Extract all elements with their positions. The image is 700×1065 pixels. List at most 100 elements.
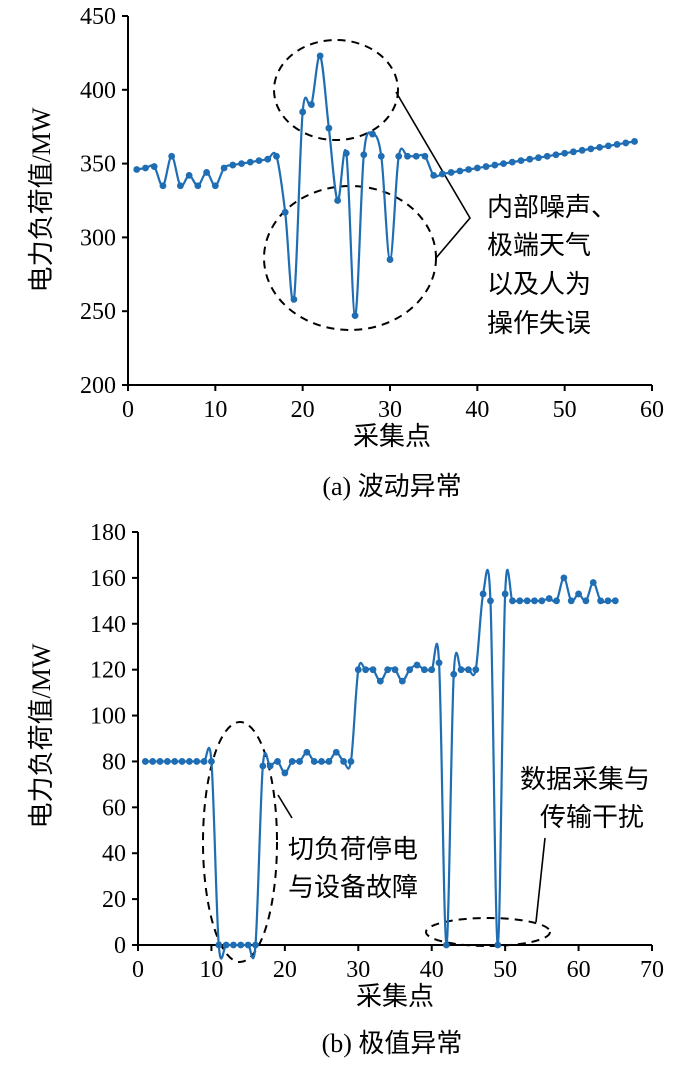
- data-point: [163, 758, 171, 765]
- data-point: [578, 146, 586, 154]
- data-point: [142, 164, 149, 172]
- data-point: [391, 666, 399, 674]
- data-point: [360, 151, 368, 159]
- data-point: [531, 597, 538, 605]
- data-point: [398, 677, 406, 685]
- data-point: [494, 941, 502, 949]
- data-point: [332, 748, 340, 756]
- chart-b: 0 10 20 30 40 50 60 70020406080100120140160180 …: [27, 520, 664, 1058]
- data-point: [450, 670, 458, 678]
- data-point: [220, 164, 228, 172]
- data-point: [303, 748, 311, 756]
- data-point: [186, 758, 193, 765]
- data-point: [421, 152, 429, 160]
- data-point: [516, 597, 524, 605]
- y-tick-label: 400: [80, 78, 116, 104]
- y-tick-label: 60: [102, 795, 126, 821]
- data-point: [133, 166, 141, 173]
- y-tick-label: 100: [90, 704, 126, 730]
- annotation-text: 极端天气: [487, 231, 591, 260]
- data-point: [376, 677, 384, 685]
- data-point: [299, 108, 307, 116]
- data-point: [185, 172, 193, 179]
- data-point: [523, 597, 531, 605]
- data-point: [266, 762, 274, 770]
- data-point: [230, 941, 237, 949]
- data-point: [325, 124, 333, 132]
- data-point: [308, 101, 315, 108]
- data-point: [386, 256, 394, 263]
- data-point: [420, 666, 428, 674]
- x-tick-label: 70: [640, 957, 664, 983]
- annotation-text: 传输干扰: [540, 803, 644, 832]
- data-point: [296, 758, 303, 765]
- data-point: [325, 758, 333, 765]
- data-point: [509, 597, 516, 605]
- data-point: [622, 139, 630, 147]
- y-tick-label: 450: [80, 4, 116, 30]
- x-tick-label: 20: [291, 397, 315, 423]
- annotation-text: 切负荷停电: [288, 835, 418, 864]
- data-point: [194, 182, 202, 190]
- data-point: [538, 597, 546, 605]
- chart-a: 0 10 20 30 40 50 60 200 250 300 350 400 450 采集点 电力负荷…: [27, 4, 664, 501]
- anomaly-ellipse-upper: [273, 39, 399, 141]
- y-tick-label: 80: [102, 749, 126, 775]
- data-point: [570, 148, 577, 156]
- x-tick-label: 50: [493, 957, 517, 983]
- data-point: [465, 666, 472, 674]
- data-point: [318, 758, 325, 765]
- y-tick-label: 120: [90, 658, 126, 684]
- data-point: [177, 182, 184, 190]
- x-tick-label: 20: [273, 957, 297, 983]
- data-point: [252, 941, 259, 949]
- annotation-leader-b2: [535, 837, 546, 923]
- data-point: [526, 155, 534, 163]
- data-point: [244, 941, 252, 949]
- data-point: [290, 295, 298, 303]
- data-point: [351, 312, 359, 320]
- x-tick-label: 50: [553, 397, 577, 423]
- data-point: [604, 597, 612, 605]
- data-point: [479, 590, 487, 598]
- y-tick-label: 300: [80, 225, 116, 251]
- x-tick-label: 40: [420, 957, 444, 983]
- x-tick-label: 30: [346, 957, 370, 983]
- data-point: [435, 659, 443, 667]
- y-tick-label: 200: [80, 373, 116, 399]
- data-point: [203, 169, 211, 176]
- data-point: [535, 154, 542, 162]
- data-point: [482, 163, 490, 170]
- y-tick-label: 0: [114, 933, 126, 959]
- data-point: [561, 149, 569, 157]
- x-tick-label: 10: [203, 397, 227, 423]
- data-point: [238, 160, 245, 168]
- data-point: [560, 574, 568, 582]
- data-point: [246, 158, 254, 166]
- y-tick-label: 350: [80, 152, 116, 178]
- data-point: [377, 152, 385, 160]
- data-point: [456, 167, 464, 175]
- data-point: [273, 152, 280, 160]
- x-tick-label: 0: [122, 397, 134, 423]
- data-point: [281, 769, 289, 777]
- data-point: [362, 666, 370, 674]
- data-point: [567, 597, 575, 605]
- x-tick-label: 0: [132, 957, 144, 983]
- y-axis-title: 电力负荷值/MW: [27, 107, 56, 292]
- y-tick-label: 160: [90, 566, 126, 592]
- x-axis-title: 采集点: [356, 982, 434, 1011]
- x-tick-label: 40: [465, 397, 489, 423]
- y-tick-label: 20: [102, 887, 126, 913]
- data-point: [156, 758, 164, 765]
- data-point: [575, 590, 582, 598]
- data-point: [340, 758, 347, 765]
- data-point: [222, 941, 230, 949]
- data-point: [543, 152, 551, 160]
- data-point: [597, 597, 604, 605]
- y-tick-label: 140: [90, 612, 126, 638]
- data-point: [149, 758, 157, 765]
- data-point: [215, 941, 223, 949]
- x-tick-label: 10: [199, 957, 223, 983]
